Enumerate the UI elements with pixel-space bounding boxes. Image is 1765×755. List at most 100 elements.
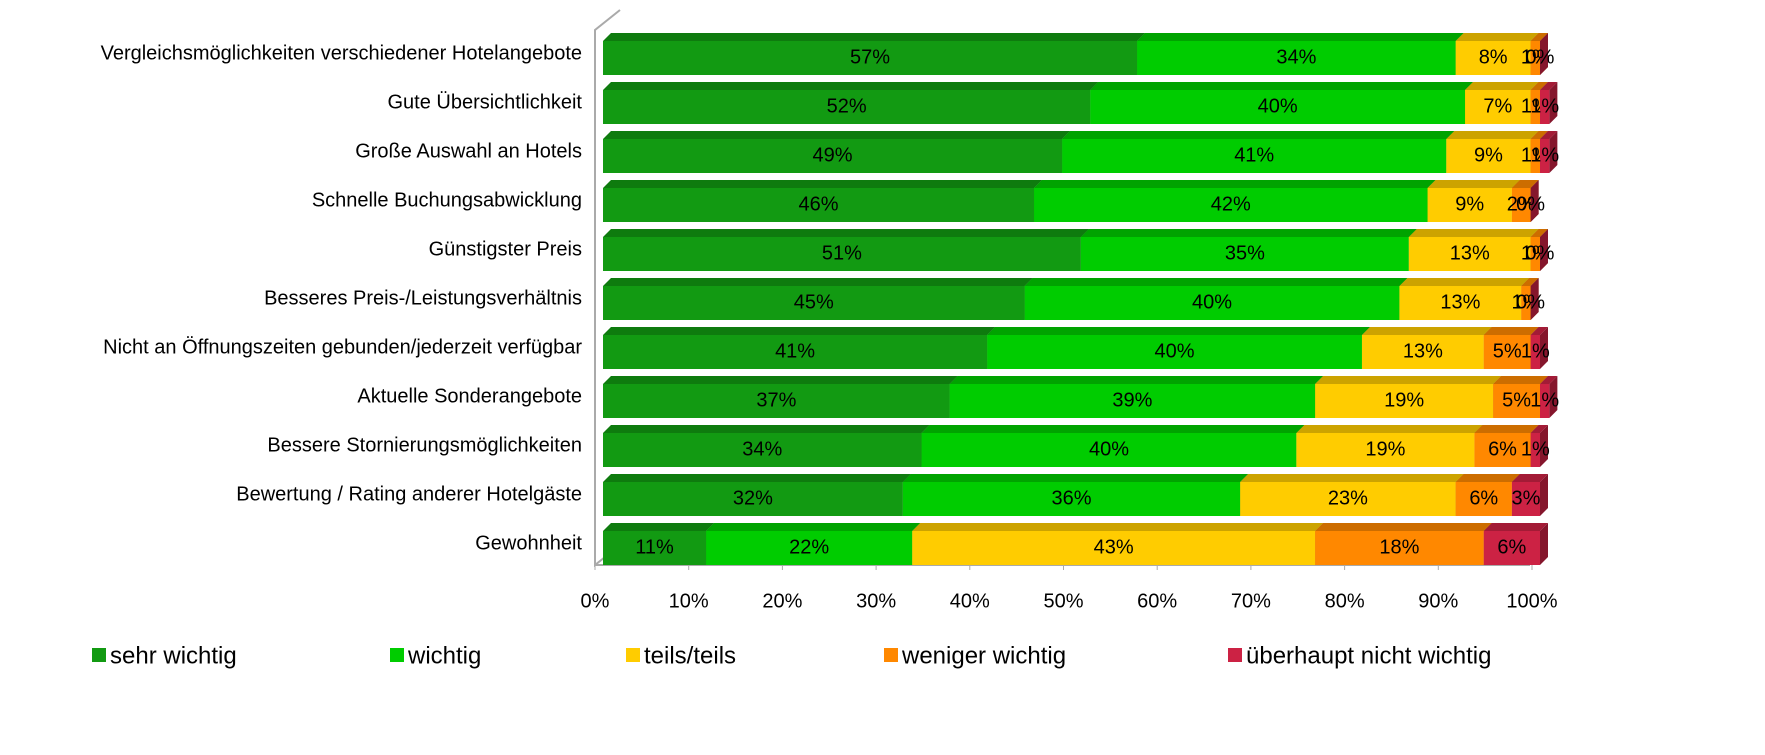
bar-top: [1530, 33, 1548, 41]
bar-front: [1474, 433, 1531, 467]
bar-front: [1296, 433, 1475, 467]
data-label: 13%: [1403, 340, 1443, 362]
bar-front: [1530, 90, 1540, 124]
data-label: 0%: [1516, 193, 1545, 215]
x-tick-label: 30%: [856, 590, 896, 612]
bar-top: [1530, 82, 1548, 90]
bar-top: [603, 523, 715, 531]
category-label: Aktuelle Sonderangebote: [357, 385, 582, 407]
bar-top: [1080, 229, 1417, 237]
data-label: 1%: [1530, 95, 1559, 117]
bar-segment: [706, 523, 921, 565]
bar-side: [1540, 474, 1548, 516]
category-label: Günstigster Preis: [429, 238, 582, 260]
bar-side: [1549, 82, 1558, 124]
x-tick-label: 60%: [1137, 590, 1177, 612]
bar-side: [1540, 327, 1548, 369]
bar-front: [1315, 384, 1494, 418]
bar-top: [603, 33, 1146, 41]
bar-front: [603, 286, 1025, 320]
bar-front: [603, 531, 707, 565]
bar-side: [1549, 376, 1558, 418]
bar-top: [1315, 523, 1492, 531]
category-label: Gute Übersichtlichkeit: [387, 91, 582, 113]
bar-front: [902, 482, 1241, 516]
data-label: 7%: [1483, 95, 1512, 117]
data-label: 40%: [1258, 95, 1298, 117]
data-label: 5%: [1493, 340, 1522, 362]
bar-front: [949, 384, 1316, 418]
bar-front: [1530, 237, 1540, 271]
data-label: 2%: [1507, 193, 1536, 215]
category-label: Bewertung / Rating anderer Hotelgäste: [236, 483, 582, 505]
bar-front: [1530, 41, 1540, 75]
x-tick-label: 80%: [1325, 590, 1365, 612]
category-label: Besseres Preis-/Leistungsverhältnis: [264, 287, 582, 309]
bar-top: [1034, 180, 1436, 188]
bar-front: [1090, 90, 1466, 124]
bar-segment: [921, 425, 1305, 467]
bar-segment: [603, 278, 1033, 320]
bar-top: [1399, 278, 1530, 286]
bar-front: [1483, 335, 1531, 369]
bar-segment: [603, 33, 1146, 75]
bar-front: [1465, 90, 1531, 124]
bar-front: [1024, 286, 1400, 320]
bar-segment: [912, 523, 1324, 565]
bar-top: [706, 523, 921, 531]
bar-front: [1521, 286, 1531, 320]
bar-front: [1540, 139, 1550, 173]
data-label: 41%: [775, 340, 815, 362]
bar-top: [1446, 131, 1539, 139]
data-label: 6%: [1469, 487, 1498, 509]
bar-top: [987, 327, 1370, 335]
bar-front: [1530, 335, 1540, 369]
bar-top: [1408, 229, 1539, 237]
category-label: Bessere Stornierungsmöglichkeiten: [267, 434, 582, 456]
data-label: 5%: [1502, 389, 1531, 411]
bar-front: [1315, 531, 1484, 565]
data-label: 32%: [733, 487, 773, 509]
x-tick-label: 0%: [581, 590, 610, 612]
bar-top: [603, 229, 1089, 237]
bar-top: [603, 425, 930, 433]
bar-front: [603, 90, 1091, 124]
bar-front: [1511, 188, 1531, 222]
data-label: 52%: [827, 95, 867, 117]
legend-label: sehr wichtig: [110, 642, 237, 669]
data-label: 19%: [1384, 389, 1424, 411]
bar-top: [603, 82, 1099, 90]
bar-top: [603, 376, 958, 384]
bar-front: [1540, 90, 1550, 124]
data-label: 6%: [1488, 438, 1517, 460]
data-label: 51%: [822, 242, 862, 264]
bar-top: [1474, 425, 1539, 433]
bar-segment: [1399, 278, 1530, 320]
bar-front: [921, 433, 1297, 467]
bar-top: [1483, 523, 1548, 531]
bar-front: [603, 237, 1081, 271]
data-label: 13%: [1450, 242, 1490, 264]
bar-top: [1465, 82, 1539, 90]
data-label: 49%: [813, 144, 853, 166]
bar-front: [1080, 237, 1409, 271]
bar-segment: [902, 474, 1249, 516]
bar-segment: [1446, 131, 1539, 173]
bar-front: [603, 335, 988, 369]
bar-top: [603, 474, 911, 482]
bar-top: [1530, 327, 1548, 335]
x-tick-label: 70%: [1231, 590, 1271, 612]
data-label: 41%: [1234, 144, 1274, 166]
bar-front: [1446, 139, 1531, 173]
bar-segment: [603, 376, 958, 418]
bar-top: [603, 131, 1071, 139]
legend-label: teils/teils: [644, 642, 736, 669]
bar-segment: [1540, 131, 1558, 173]
bar-top: [603, 278, 1033, 286]
data-label: 19%: [1365, 438, 1405, 460]
bar-front: [603, 139, 1063, 173]
data-label: 43%: [1094, 536, 1134, 558]
bar-top: [1137, 33, 1464, 41]
data-label: 1%: [1530, 144, 1559, 166]
data-label: 0%: [1516, 291, 1545, 313]
